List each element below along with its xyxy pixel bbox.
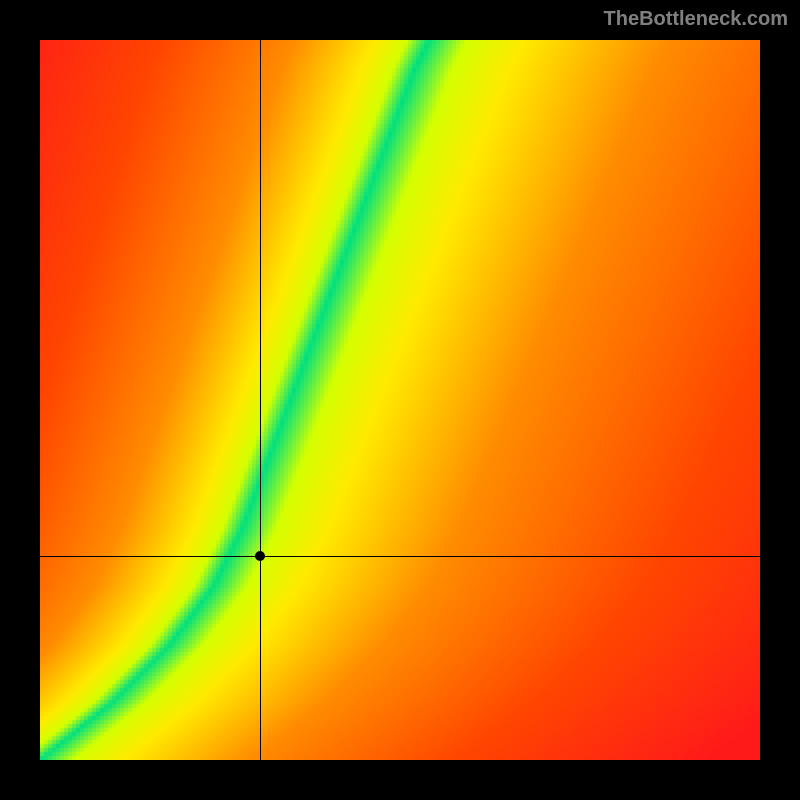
crosshair-vertical: [260, 40, 261, 760]
crosshair-horizontal: [40, 556, 760, 557]
crosshair-marker: [255, 551, 265, 561]
watermark-text: TheBottleneck.com: [604, 8, 788, 31]
heatmap-plot: [40, 40, 760, 760]
heatmap-canvas: [40, 40, 760, 760]
